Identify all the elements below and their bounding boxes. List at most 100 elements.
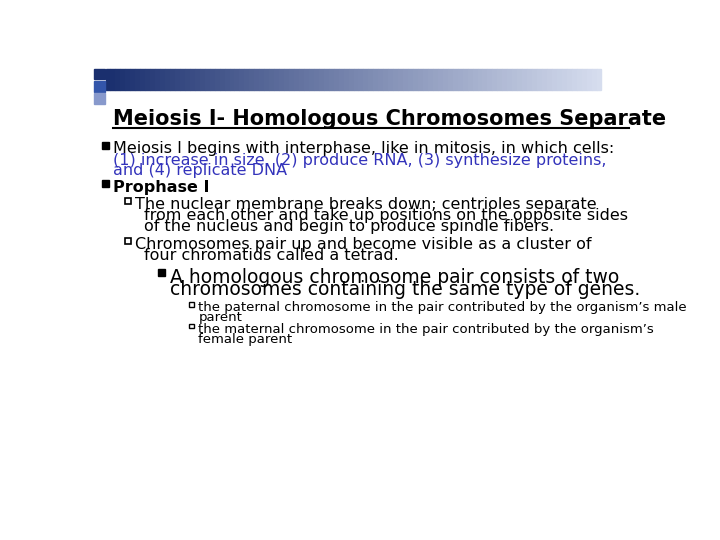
- Bar: [458, 69, 463, 90]
- Bar: [587, 69, 592, 90]
- Bar: [94, 69, 104, 79]
- Bar: [130, 69, 135, 90]
- Bar: [140, 69, 145, 90]
- Bar: [527, 69, 532, 90]
- Bar: [597, 69, 601, 90]
- Bar: [354, 69, 359, 90]
- Text: Meiosis I- Homologous Chromosomes Separate: Meiosis I- Homologous Chromosomes Separa…: [113, 110, 667, 130]
- Bar: [443, 69, 448, 90]
- Bar: [249, 69, 254, 90]
- Bar: [338, 69, 343, 90]
- Bar: [472, 69, 477, 90]
- Bar: [215, 69, 220, 90]
- Bar: [542, 69, 547, 90]
- Bar: [279, 69, 284, 90]
- Bar: [343, 69, 348, 90]
- Bar: [190, 69, 195, 90]
- Bar: [165, 69, 170, 90]
- Bar: [269, 69, 274, 90]
- Bar: [359, 69, 364, 90]
- Bar: [299, 69, 304, 90]
- Bar: [463, 69, 467, 90]
- Bar: [158, 269, 165, 276]
- Bar: [230, 69, 235, 90]
- Bar: [552, 69, 557, 90]
- Bar: [408, 69, 413, 90]
- Bar: [482, 69, 487, 90]
- Bar: [374, 69, 378, 90]
- Bar: [388, 69, 393, 90]
- Bar: [487, 69, 492, 90]
- Text: The nuclear membrane breaks down; centrioles separate: The nuclear membrane breaks down; centri…: [135, 197, 597, 212]
- Bar: [274, 69, 279, 90]
- Bar: [240, 69, 244, 90]
- Bar: [438, 69, 443, 90]
- Bar: [557, 69, 562, 90]
- Bar: [120, 69, 125, 90]
- Bar: [94, 93, 104, 104]
- Bar: [160, 69, 165, 90]
- Bar: [319, 69, 324, 90]
- Text: chromosomes containing the same type of genes.: chromosomes containing the same type of …: [170, 280, 640, 299]
- Bar: [413, 69, 418, 90]
- Bar: [125, 198, 131, 204]
- Bar: [562, 69, 567, 90]
- Bar: [102, 142, 109, 149]
- Text: from each other and take up positions on the opposite sides: from each other and take up positions on…: [144, 208, 629, 223]
- Bar: [195, 69, 199, 90]
- Text: the maternal chromosome in the pair contributed by the organism’s: the maternal chromosome in the pair cont…: [199, 323, 654, 336]
- Bar: [383, 69, 388, 90]
- Bar: [244, 69, 249, 90]
- Bar: [155, 69, 160, 90]
- Bar: [423, 69, 428, 90]
- Text: Meiosis I begins with interphase, like in mitosis, in which cells:: Meiosis I begins with interphase, like i…: [113, 141, 614, 156]
- Bar: [289, 69, 294, 90]
- Bar: [115, 69, 120, 90]
- Bar: [264, 69, 269, 90]
- Bar: [175, 69, 180, 90]
- Text: Prophase I: Prophase I: [113, 179, 210, 194]
- Bar: [106, 69, 110, 90]
- Bar: [498, 69, 503, 90]
- Bar: [220, 69, 225, 90]
- Bar: [314, 69, 319, 90]
- Bar: [102, 180, 109, 187]
- Bar: [453, 69, 458, 90]
- Bar: [448, 69, 453, 90]
- Bar: [225, 69, 230, 90]
- Bar: [180, 69, 185, 90]
- Bar: [94, 81, 104, 92]
- Bar: [512, 69, 517, 90]
- Bar: [547, 69, 552, 90]
- Bar: [537, 69, 542, 90]
- Bar: [125, 238, 131, 244]
- Bar: [254, 69, 259, 90]
- Text: the paternal chromosome in the pair contributed by the organism’s male: the paternal chromosome in the pair cont…: [199, 301, 687, 314]
- Bar: [492, 69, 498, 90]
- Text: A homologous chromosome pair consists of two: A homologous chromosome pair consists of…: [170, 268, 619, 287]
- Bar: [428, 69, 433, 90]
- Text: parent: parent: [199, 311, 243, 324]
- Bar: [204, 69, 210, 90]
- Bar: [125, 69, 130, 90]
- Text: Chromosomes pair up and become visible as a cluster of: Chromosomes pair up and become visible a…: [135, 237, 591, 252]
- Bar: [364, 69, 369, 90]
- Bar: [348, 69, 354, 90]
- Bar: [508, 69, 512, 90]
- Bar: [433, 69, 438, 90]
- Bar: [235, 69, 240, 90]
- Bar: [259, 69, 264, 90]
- Bar: [532, 69, 537, 90]
- Bar: [577, 69, 582, 90]
- Bar: [324, 69, 329, 90]
- Text: and (4) replicate DNA: and (4) replicate DNA: [113, 164, 287, 178]
- Bar: [294, 69, 299, 90]
- Bar: [304, 69, 309, 90]
- Bar: [567, 69, 572, 90]
- Bar: [572, 69, 577, 90]
- Bar: [467, 69, 472, 90]
- Bar: [329, 69, 333, 90]
- Bar: [418, 69, 423, 90]
- Bar: [199, 69, 204, 90]
- Bar: [150, 69, 155, 90]
